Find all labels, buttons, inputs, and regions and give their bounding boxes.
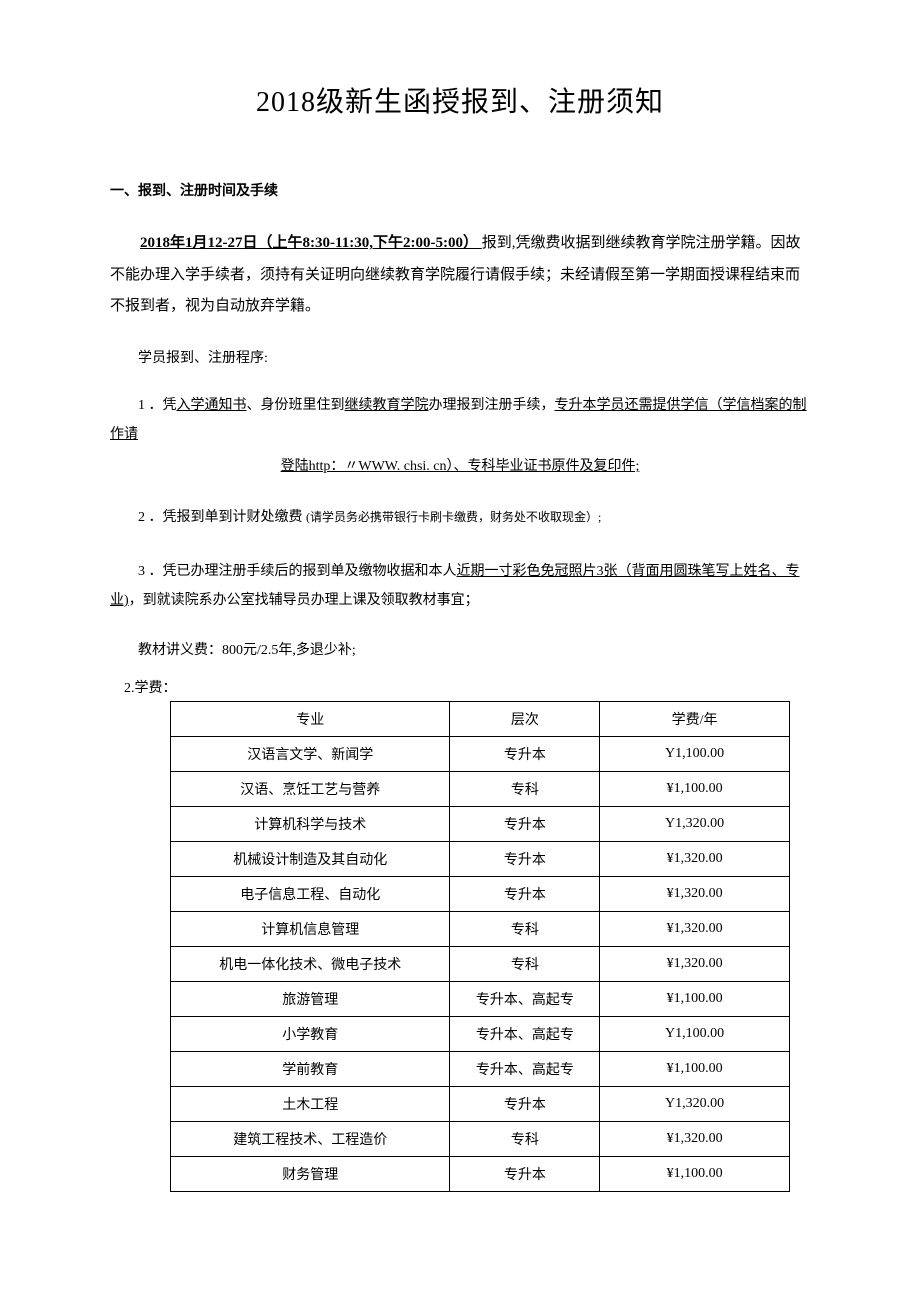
table-row: 电子信息工程、自动化专升本¥1,320.00 — [171, 877, 790, 912]
cell-fee: ¥1,100.00 — [600, 1052, 790, 1087]
cell-level: 专科 — [450, 772, 600, 807]
cell-major: 汉语言文学、新闻学 — [171, 737, 450, 772]
cell-level: 专升本、高起专 — [450, 1017, 600, 1052]
item2-prefix: 2 ．凭报到单到计财处缴费 — [138, 510, 306, 525]
table-row: 学前教育专升本、高起专¥1,100.00 — [171, 1052, 790, 1087]
time-pm-label: 下午 — [373, 235, 403, 251]
item2-note: (请学员务必携带银行卡刷卡缴费，财务处不收取现金）; — [306, 510, 601, 524]
material-fee-note: 教材讲义费：800元/2.5年,多退少补; — [110, 639, 810, 659]
cell-fee: ¥1,100.00 — [600, 772, 790, 807]
item1-mid1: 、身份班里住到 — [247, 398, 345, 413]
item1-line2: 登陆http：〃WWW. chsi. cn）、专科毕业证书原件及复印件; — [110, 453, 810, 481]
date-year-label: 年 — [170, 235, 185, 251]
cell-fee: ¥1,320.00 — [600, 947, 790, 982]
cell-major: 电子信息工程、自动化 — [171, 877, 450, 912]
date-year: 2018 — [140, 235, 170, 251]
item1-mid2: 办理报到注册手续， — [429, 398, 555, 413]
header-major: 专业 — [171, 702, 450, 737]
tuition-label: 2.学费： — [124, 677, 810, 697]
cell-major: 财务管理 — [171, 1157, 450, 1192]
cell-fee: Y1,100.00 — [600, 737, 790, 772]
table-header-row: 专业 层次 学费/年 — [171, 702, 790, 737]
cell-level: 专升本、高起专 — [450, 982, 600, 1017]
cell-level: 专科 — [450, 947, 600, 982]
item3-u1: 近期一寸彩色免冠照片3张（背面用圆珠笔写上姓名、专 — [457, 564, 800, 579]
table-row: 建筑工程技术、工程造价专科¥1,320.00 — [171, 1122, 790, 1157]
cell-major: 计算机信息管理 — [171, 912, 450, 947]
table-row: 土木工程专升本Y1,320.00 — [171, 1087, 790, 1122]
table-row: 旅游管理专升本、高起专¥1,100.00 — [171, 982, 790, 1017]
cell-level: 专升本 — [450, 1157, 600, 1192]
cell-fee: ¥1,320.00 — [600, 842, 790, 877]
procedure-item-1: 1 ．凭入学通知书、身份班里住到继续教育学院办理报到注册手续，专升本学员还需提供… — [110, 391, 810, 450]
cell-major: 汉语、烹饪工艺与营养 — [171, 772, 450, 807]
cell-major: 小学教育 — [171, 1017, 450, 1052]
section-1-header: 一、报到、注册时间及手续 — [110, 180, 810, 200]
date-days: 12-27 — [208, 235, 243, 251]
procedure-header: 学员报到、注册程序: — [110, 347, 810, 367]
cell-level: 专升本 — [450, 1087, 600, 1122]
item3-rest: ，到就读院系办公室找辅导员办理上课及领取教材事宜； — [129, 593, 479, 608]
cell-level: 专升本 — [450, 807, 600, 842]
cell-major: 学前教育 — [171, 1052, 450, 1087]
item3-prefix: 3 ．凭已办理注册手续后的报到单及缴物收据和本人 — [138, 564, 457, 579]
table-row: 汉语、烹饪工艺与营养专科¥1,100.00 — [171, 772, 790, 807]
table-row: 计算机科学与技术专升本Y1,320.00 — [171, 807, 790, 842]
cell-level: 专科 — [450, 912, 600, 947]
table-row: 计算机信息管理专科¥1,320.00 — [171, 912, 790, 947]
tuition-table: 专业 层次 学费/年 汉语言文学、新闻学专升本Y1,100.00汉语、烹饪工艺与… — [170, 701, 790, 1192]
item3-u2: 业) — [110, 593, 129, 608]
cell-level: 专升本 — [450, 842, 600, 877]
cell-level: 专升本 — [450, 737, 600, 772]
page-title: 2018级新生函授报到、注册须知 — [110, 80, 810, 120]
procedure-item-3: 3 ．凭已办理注册手续后的报到单及缴物收据和本人近期一寸彩色免冠照片3张（背面用… — [110, 557, 810, 616]
time-am: 8:30-11:30, — [303, 235, 373, 251]
item1-u1: 入学通知书 — [177, 398, 247, 413]
cell-fee: Y1,320.00 — [600, 807, 790, 842]
cell-major: 土木工程 — [171, 1087, 450, 1122]
table-row: 小学教育专升本、高起专Y1,100.00 — [171, 1017, 790, 1052]
cell-major: 机电一体化技术、微电子技术 — [171, 947, 450, 982]
time-pm: 2:00-5:00） — [403, 235, 478, 251]
cell-level: 专升本 — [450, 877, 600, 912]
cell-major: 计算机科学与技术 — [171, 807, 450, 842]
cell-fee: ¥1,100.00 — [600, 1157, 790, 1192]
procedure-item-2: 2 ．凭报到单到计财处缴费 (请学员务必携带银行卡刷卡缴费，财务处不收取现金）; — [110, 503, 810, 532]
table-row: 机械设计制造及其自动化专升本¥1,320.00 — [171, 842, 790, 877]
cell-fee: ¥1,320.00 — [600, 912, 790, 947]
cell-fee: ¥1,320.00 — [600, 877, 790, 912]
table-row: 汉语言文学、新闻学专升本Y1,100.00 — [171, 737, 790, 772]
table-row: 机电一体化技术、微电子技术专科¥1,320.00 — [171, 947, 790, 982]
cell-major: 旅游管理 — [171, 982, 450, 1017]
cell-fee: Y1,100.00 — [600, 1017, 790, 1052]
cell-major: 机械设计制造及其自动化 — [171, 842, 450, 877]
header-level: 层次 — [450, 702, 600, 737]
cell-fee: ¥1,100.00 — [600, 982, 790, 1017]
item1-u2: 继续教育学院 — [345, 398, 429, 413]
table-row: 财务管理专升本¥1,100.00 — [171, 1157, 790, 1192]
paragraph-1: 2018年1月12-27日（上午8:30-11:30,下午2:00-5:00） … — [110, 228, 810, 323]
cell-major: 建筑工程技术、工程造价 — [171, 1122, 450, 1157]
date-month: 1 — [185, 235, 193, 251]
date-month-label: 月 — [193, 235, 208, 251]
cell-fee: ¥1,320.00 — [600, 1122, 790, 1157]
cell-level: 专升本、高起专 — [450, 1052, 600, 1087]
date-day-label: 日（上午 — [243, 235, 303, 251]
item1-prefix: 1 ．凭 — [138, 398, 177, 413]
cell-fee: Y1,320.00 — [600, 1087, 790, 1122]
cell-level: 专科 — [450, 1122, 600, 1157]
header-fee: 学费/年 — [600, 702, 790, 737]
